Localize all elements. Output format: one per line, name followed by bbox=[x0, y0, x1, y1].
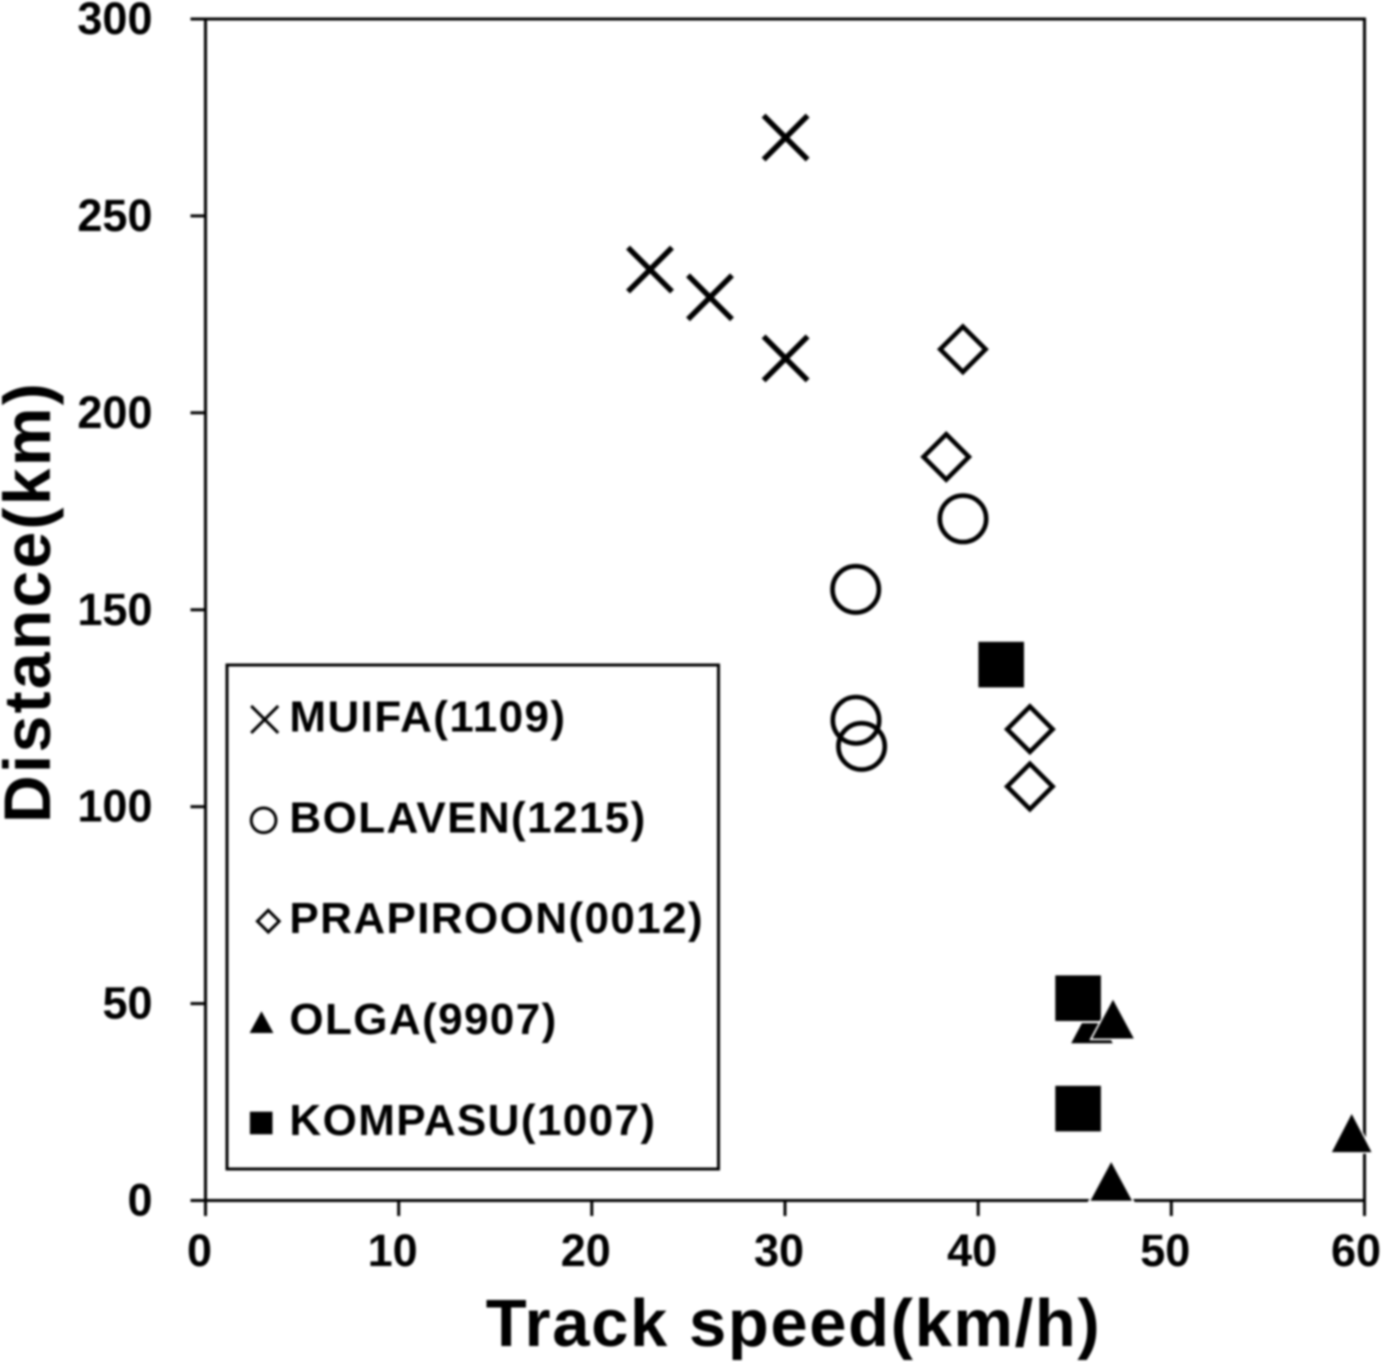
svg-text:0: 0 bbox=[127, 1175, 152, 1226]
svg-text:BOLAVEN(1215): BOLAVEN(1215) bbox=[289, 793, 646, 842]
svg-text:30: 30 bbox=[754, 1225, 804, 1276]
svg-text:KOMPASU(1007): KOMPASU(1007) bbox=[289, 1096, 656, 1145]
svg-text:50: 50 bbox=[1140, 1225, 1190, 1276]
svg-text:150: 150 bbox=[77, 584, 152, 635]
svg-text:50: 50 bbox=[102, 978, 152, 1029]
svg-text:Distance(km): Distance(km) bbox=[0, 381, 64, 823]
svg-text:100: 100 bbox=[77, 781, 152, 832]
svg-text:MUIFA(1109): MUIFA(1109) bbox=[289, 692, 566, 741]
svg-text:40: 40 bbox=[947, 1225, 997, 1276]
svg-text:300: 300 bbox=[77, 0, 152, 44]
svg-text:OLGA(9907): OLGA(9907) bbox=[289, 995, 557, 1044]
svg-text:Track speed(km/h): Track speed(km/h) bbox=[486, 1286, 1102, 1361]
svg-text:10: 10 bbox=[368, 1225, 418, 1276]
svg-text:60: 60 bbox=[1331, 1225, 1381, 1276]
svg-text:0: 0 bbox=[187, 1225, 212, 1276]
svg-text:250: 250 bbox=[77, 190, 152, 241]
svg-text:200: 200 bbox=[77, 387, 152, 438]
svg-text:20: 20 bbox=[561, 1225, 611, 1276]
svg-text:PRAPIROON(0012): PRAPIROON(0012) bbox=[289, 894, 704, 943]
